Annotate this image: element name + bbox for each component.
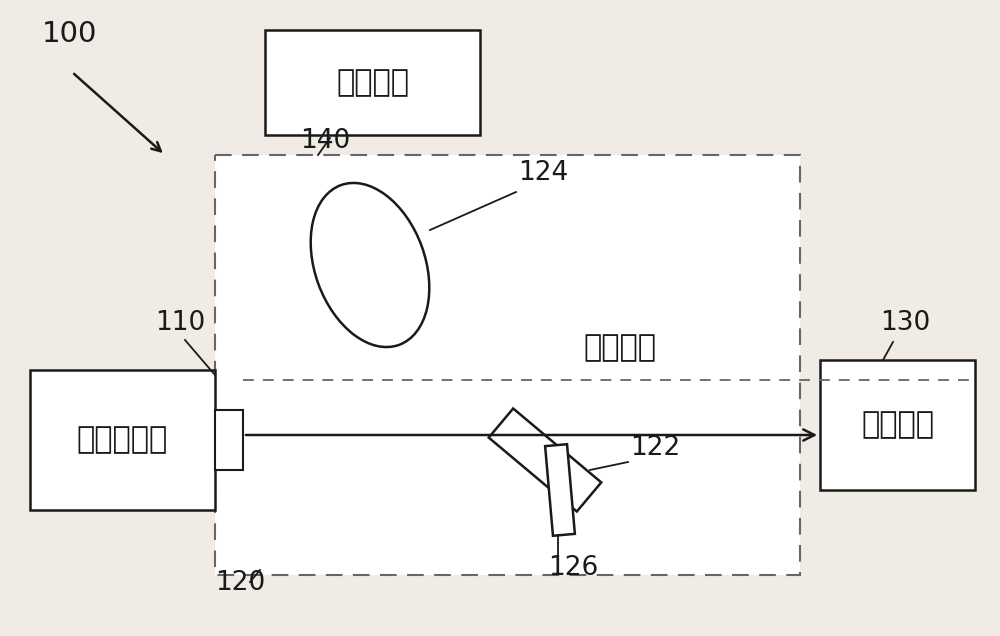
Ellipse shape <box>311 183 429 347</box>
Bar <box>820 360 975 490</box>
Text: 110: 110 <box>155 310 205 336</box>
Text: 微型投影仪: 微型投影仪 <box>77 425 168 455</box>
Text: 第二位置: 第二位置 <box>336 68 409 97</box>
Text: 122: 122 <box>630 435 680 461</box>
Text: 第一位置: 第一位置 <box>861 410 934 439</box>
Bar <box>489 408 601 511</box>
Text: 第一路径: 第一路径 <box>584 333 656 362</box>
Bar <box>215 155 800 575</box>
Bar <box>545 444 575 536</box>
Text: 124: 124 <box>518 160 568 186</box>
Text: 120: 120 <box>215 570 265 596</box>
Text: 126: 126 <box>548 555 598 581</box>
Bar <box>30 370 215 510</box>
Text: 130: 130 <box>880 310 930 336</box>
Bar <box>215 410 243 470</box>
Text: 100: 100 <box>42 20 97 48</box>
Bar <box>265 30 480 135</box>
Text: 140: 140 <box>300 128 350 154</box>
